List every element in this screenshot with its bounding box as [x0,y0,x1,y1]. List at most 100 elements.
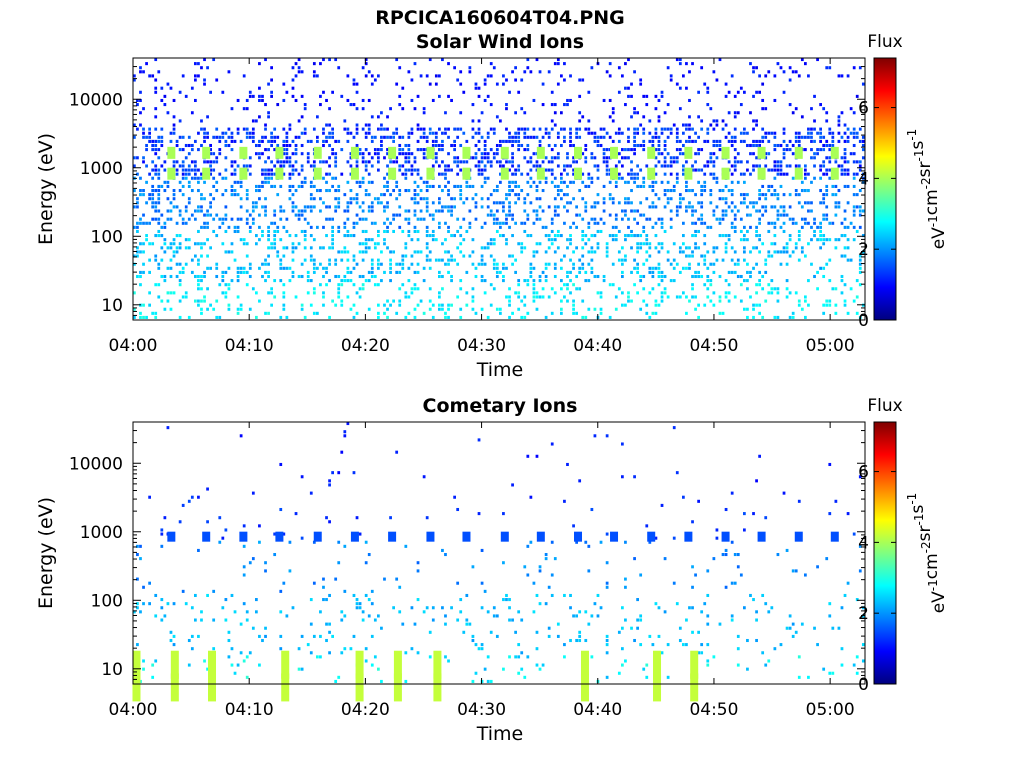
solar-wind-flux-pixel [172,123,176,127]
solar-wind-flux-pixel [819,234,822,238]
solar-wind-flux-pixel [209,266,212,270]
solar-wind-flux-pixel [581,197,585,201]
solar-wind-flux-pixel [645,250,649,254]
solar-wind-flux-pixel [581,246,585,250]
solar-wind-flux-pixel [297,119,301,123]
solar-wind-flux-pixel [392,299,395,303]
solar-wind-flux-pixel [642,225,646,229]
cometary-flux-pixel [660,651,664,655]
solar-wind-flux-pixel [563,180,566,184]
solar-wind-flux-pixel [636,246,639,250]
cometary-flux-pixel [477,512,481,516]
solar-wind-flux-pixel [203,274,206,279]
solar-wind-flux-pixel [834,205,838,209]
solar-wind-flux-pixel [782,205,786,209]
solar-wind-flux-pixel [840,135,844,139]
cometary-flux-pixel [297,647,301,651]
solar-wind-flux-pixel [569,270,572,274]
solar-wind-flux-pixel [508,303,511,307]
solar-wind-flux-pixel [410,291,414,295]
cometary-flux-pixel [352,471,356,475]
solar-wind-flux-pixel [322,246,325,250]
solar-wind-colorbar-unit: eV-1cm-2sr-1s-1 [905,129,949,250]
solar-wind-flux-pixel [852,131,856,135]
solar-wind-flux-pixel [404,172,408,176]
solar-wind-flux-pixel [861,234,865,238]
solar-wind-flux-pixel [166,217,170,221]
solar-wind-flux-pixel [587,172,591,176]
solar-wind-flux-pixel [724,135,728,139]
solar-wind-flux-pixel [654,164,658,168]
solar-wind-flux-pixel [148,172,151,176]
solar-wind-flux-pixel [547,205,551,209]
solar-wind-flux-pixel [157,193,161,197]
solar-wind-flux-pixel [776,299,780,303]
solar-wind-flux-pixel [749,152,752,156]
solar-wind-flux-pixel [807,209,810,213]
solar-wind-flux-pixel [444,172,447,176]
solar-wind-flux-pixel [187,143,191,148]
solar-wind-flux-pixel [520,250,524,254]
solar-wind-flux-pixel [215,160,219,164]
solar-wind-flux-pixel [861,180,865,184]
solar-wind-flux-pixel [273,229,277,234]
solar-wind-flux-pixel [578,270,582,274]
solar-wind-flux-pixel [306,221,310,225]
solar-wind-flux-pixel [718,197,722,201]
solar-wind-flux-pixel [593,131,597,135]
solar-wind-flux-pixel [840,164,844,168]
cometary-flux-pixel [794,630,798,634]
solar-wind-flux-pixel [547,131,551,135]
solar-wind-flux-pixel [276,160,280,164]
solar-wind-flux-pixel [550,287,554,291]
solar-wind-flux-pixel [767,184,771,188]
solar-wind-flux-pixel [529,274,533,279]
solar-wind-flux-pixel [340,299,344,303]
solar-wind-flux-pixel [434,82,438,86]
solar-wind-flux-pixel [325,172,328,176]
solar-wind-flux-pixel [471,250,475,254]
solar-wind-flux-pixel [361,250,365,254]
solar-wind-flux-pixel [779,164,783,168]
solar-wind-flux-pixel [212,307,216,311]
solar-wind-flux-pixel [639,123,643,127]
solar-wind-flux-pixel [230,139,234,143]
solar-wind-flux-pixel [334,197,338,201]
solar-wind-flux-pixel [791,152,795,156]
solar-wind-flux-pixel [627,139,630,143]
solar-wind-flux-pixel [422,152,426,156]
solar-wind-flux-pixel [499,119,502,123]
solar-wind-flux-pixel [797,164,801,168]
solar-wind-flux-pixel [190,111,194,115]
solar-wind-flux-pixel [529,70,533,74]
cometary-flux-pixel [648,540,652,544]
cometary-flux-pixel [431,618,435,622]
solar-wind-flux-pixel [389,270,392,274]
solar-wind-flux-pixel [239,217,243,221]
solar-wind-flux-pixel [410,152,414,156]
solar-wind-flux-pixel [624,254,627,258]
solar-wind-flux-pixel [627,234,630,238]
solar-wind-flux-pixel [675,295,679,299]
cometary-flux-pixel [273,532,277,536]
solar-wind-flux-pixel [831,221,835,225]
solar-wind-flux-pixel [309,254,313,258]
solar-wind-flux-pixel [404,160,408,164]
solar-wind-flux-pixel [688,205,691,209]
solar-wind-flux-pixel [154,90,158,94]
solar-wind-flux-pixel [322,225,325,229]
solar-wind-flux-pixel [508,135,511,139]
solar-wind-flux-pixel [499,234,502,238]
cometary-flux-pixel [739,573,743,577]
solar-wind-flux-pixel [483,168,487,172]
solar-wind-flux-pixel [499,180,502,184]
solar-wind-flux-pixel [675,135,679,139]
solar-wind-flux-pixel [309,303,313,307]
solar-wind-flux-pixel [190,143,194,148]
solar-wind-flux-pixel [492,156,496,160]
solar-wind-flux-pixel [190,160,194,164]
solar-wind-flux-pixel [407,152,411,156]
solar-wind-flux-pixel [834,184,838,188]
cometary-flux-pixel [160,528,164,532]
solar-wind-flux-pixel [322,303,325,307]
